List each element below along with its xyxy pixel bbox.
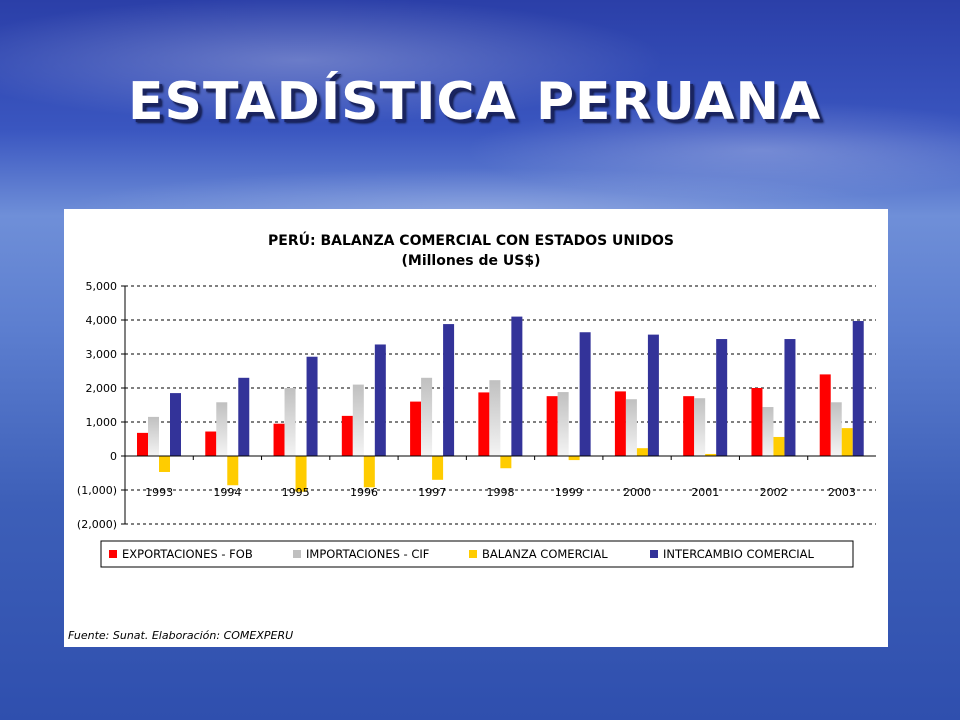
bar-importaciones-cif-1995 (284, 388, 296, 456)
legend-label: EXPORTACIONES - FOB (122, 547, 253, 561)
chart-legend: EXPORTACIONES - FOB IMPORTACIONES - CIF BA… (100, 540, 854, 568)
bar-intercambio-comercial-1994 (238, 377, 250, 456)
bar-balanza-comercial-1998 (500, 456, 512, 469)
x-tick-label: 1999 (555, 486, 583, 499)
y-tick-label: 2,000 (86, 382, 118, 395)
x-tick-label: 1993 (145, 486, 173, 499)
legend-label: BALANZA COMERCIAL (482, 547, 608, 561)
slide-title: ESTADÍSTICA PERUANA (128, 72, 822, 132)
bar-intercambio-comercial-1993 (170, 393, 181, 456)
bar-intercambio-comercial-1995 (306, 356, 318, 456)
bar-exportaciones-fob-1993 (137, 432, 148, 456)
bar-balanza-comercial-2003 (841, 428, 853, 456)
axis-layer: 5,000 4,000 3,000 2,000 1,000 0 (1,000) (2,000)… (77, 280, 876, 531)
x-tick-label: 1996 (350, 486, 378, 499)
bar-importaciones-cif-2003 (830, 402, 842, 456)
y-tick-label: 0 (110, 450, 117, 463)
chart-subtitle: (Millones de US$) (402, 253, 541, 269)
bar-importaciones-cif-1993 (148, 416, 159, 456)
bar-balanza-comercial-2002 (773, 436, 785, 456)
bar-exportaciones-fob-2002 (751, 388, 763, 456)
bar-intercambio-comercial-2003 (852, 321, 864, 456)
bar-exportaciones-fob-2000 (614, 391, 626, 456)
x-tick-label: 1998 (487, 486, 515, 499)
bar-importaciones-cif-1997 (421, 377, 433, 456)
x-tick-label: 1994 (213, 486, 241, 499)
x-tick-label: 1995 (282, 486, 310, 499)
bar-importaciones-cif-1998 (489, 380, 501, 456)
bar-balanza-comercial-1996 (363, 456, 375, 488)
x-tick-label: 1997 (418, 486, 446, 499)
bar-exportaciones-fob-1995 (273, 423, 285, 456)
bar-importaciones-cif-2000 (625, 399, 637, 456)
bar-intercambio-comercial-1998 (511, 316, 523, 456)
bar-intercambio-comercial-2002 (784, 339, 796, 456)
bar-balanza-comercial-1997 (432, 456, 444, 480)
y-tick-label: 4,000 (86, 314, 118, 327)
bar-intercambio-comercial-2001 (716, 339, 728, 456)
plot-area (125, 286, 876, 524)
y-tick-label: (2,000) (77, 518, 117, 531)
x-tick-label: 2001 (691, 486, 719, 499)
bar-balanza-comercial-1993 (159, 456, 170, 472)
x-tick-label: 2003 (828, 486, 856, 499)
bar-exportaciones-fob-2003 (819, 374, 831, 456)
bar-intercambio-comercial-2000 (647, 334, 659, 456)
bar-importaciones-cif-2001 (694, 398, 706, 456)
bar-balanza-comercial-2000 (636, 448, 648, 456)
legend-label: INTERCAMBIO COMERCIAL (663, 547, 814, 561)
legend-swatch (650, 550, 658, 558)
chart-panel: PERÚ: BALANZA COMERCIAL CON ESTADOS UNID… (64, 209, 888, 647)
bar-balanza-comercial-1995 (295, 456, 307, 492)
bar-importaciones-cif-2002 (762, 407, 774, 456)
chart-title: PERÚ: BALANZA COMERCIAL CON ESTADOS UNID… (268, 231, 674, 249)
bar-balanza-comercial-1999 (568, 456, 580, 461)
bar-exportaciones-fob-1994 (205, 431, 217, 456)
bar-importaciones-cif-1999 (557, 392, 569, 456)
y-tick-label: 1,000 (86, 416, 118, 429)
bar-exportaciones-fob-1999 (546, 396, 558, 456)
legend-swatch (109, 550, 117, 558)
y-tick-label: 5,000 (86, 280, 118, 293)
bar-balanza-comercial-2001 (705, 453, 717, 456)
bar-exportaciones-fob-2001 (683, 396, 695, 456)
bar-intercambio-comercial-1999 (579, 332, 591, 456)
bar-importaciones-cif-1994 (216, 402, 228, 456)
bar-balanza-comercial-1994 (227, 456, 239, 486)
legend-swatch (293, 550, 301, 558)
legend-label: IMPORTACIONES - CIF (306, 547, 429, 561)
bars-layer (137, 316, 864, 492)
source-note: Fuente: Sunat. Elaboración: COMEXPERU (68, 629, 294, 642)
legend-swatch (469, 550, 477, 558)
bar-importaciones-cif-1996 (352, 384, 364, 456)
x-tick-label: 2000 (623, 486, 651, 499)
y-tick-label: (1,000) (77, 484, 117, 497)
bar-intercambio-comercial-1997 (443, 324, 455, 456)
bar-intercambio-comercial-1996 (374, 344, 386, 456)
bar-exportaciones-fob-1996 (341, 415, 353, 456)
bar-exportaciones-fob-1997 (410, 401, 422, 456)
bar-chart: PERÚ: BALANZA COMERCIAL CON ESTADOS UNID… (77, 231, 876, 568)
bar-exportaciones-fob-1998 (478, 392, 490, 456)
grid-layer (125, 285, 876, 525)
x-tick-label: 2002 (760, 486, 788, 499)
y-tick-label: 3,000 (86, 348, 118, 361)
